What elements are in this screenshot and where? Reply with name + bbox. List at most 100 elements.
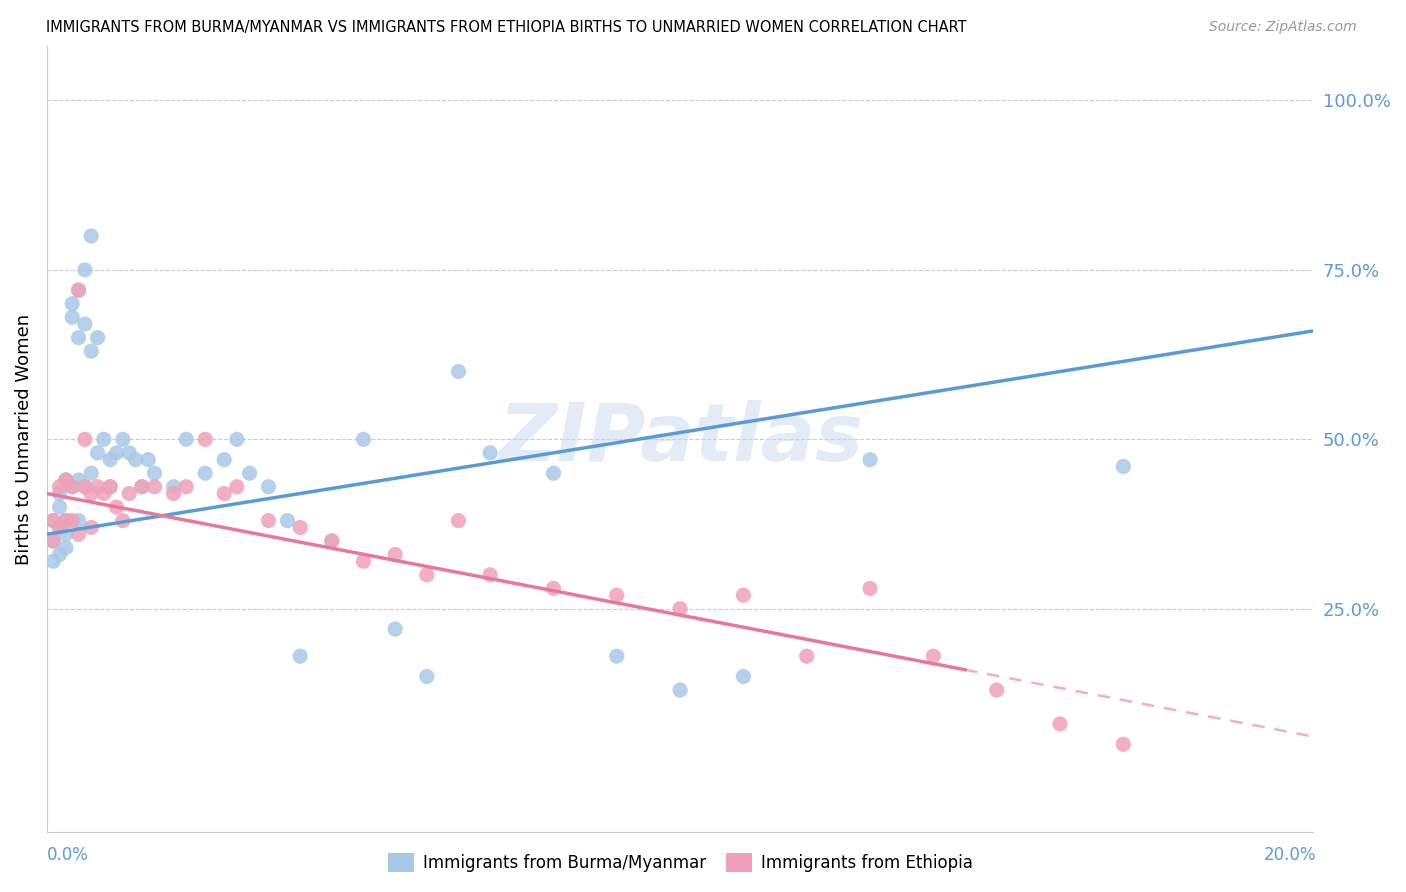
Point (48, 520, 70, 534)
Point (986, 683, 1008, 698)
Point (73, 433, 96, 447)
Point (55, 527, 77, 541)
Point (73, 263, 96, 277)
Point (174, 433, 197, 447)
Point (225, 433, 247, 447)
Point (55, 473, 77, 487)
Text: 20.0%: 20.0% (1264, 846, 1316, 863)
Point (225, 480, 247, 494)
Point (67, 331, 90, 345)
Point (606, 649, 628, 664)
Point (1112, 737, 1135, 751)
Point (105, 446, 128, 460)
Point (111, 514, 134, 528)
Point (416, 567, 439, 582)
Point (543, 466, 565, 480)
Point (86, 331, 108, 345)
Point (60, 310, 83, 325)
Point (67, 527, 90, 541)
Point (288, 520, 311, 534)
Point (98, 480, 121, 494)
Point (162, 486, 184, 500)
Point (111, 433, 134, 447)
Point (194, 433, 217, 447)
Text: Source: ZipAtlas.com: Source: ZipAtlas.com (1209, 20, 1357, 34)
Point (118, 486, 141, 500)
Point (447, 514, 470, 528)
Point (174, 480, 197, 494)
Point (55, 514, 77, 528)
Point (80, 466, 103, 480)
Point (796, 649, 818, 664)
Point (733, 669, 755, 683)
Point (384, 548, 406, 562)
Point (353, 433, 375, 447)
Point (42, 514, 65, 528)
Point (86, 446, 108, 460)
Point (80, 486, 103, 500)
Point (479, 567, 502, 582)
Point (131, 480, 153, 494)
Point (55, 473, 77, 487)
Point (416, 669, 439, 683)
Point (48, 548, 70, 562)
Point (143, 466, 166, 480)
Point (124, 452, 146, 467)
Legend: Immigrants from Burma/Myanmar, Immigrants from Ethiopia: Immigrants from Burma/Myanmar, Immigrant… (381, 847, 979, 880)
Point (60, 514, 83, 528)
Point (67, 283, 90, 297)
Text: ZIPatlas: ZIPatlas (498, 401, 863, 478)
Point (60, 480, 83, 494)
Point (1049, 717, 1071, 731)
Text: 0.0%: 0.0% (46, 846, 89, 863)
Point (276, 514, 298, 528)
Point (73, 480, 96, 494)
Point (447, 365, 470, 379)
Point (257, 514, 280, 528)
Point (143, 480, 166, 494)
Point (479, 446, 502, 460)
Point (55, 541, 77, 555)
Point (48, 486, 70, 500)
Point (922, 649, 945, 664)
Point (42, 533, 65, 548)
Point (321, 533, 343, 548)
Point (48, 500, 70, 514)
Point (42, 533, 65, 548)
Point (859, 582, 882, 596)
Point (60, 297, 83, 311)
Point (606, 588, 628, 602)
Point (93, 486, 115, 500)
Point (669, 601, 692, 615)
Point (80, 520, 103, 534)
Point (194, 466, 217, 480)
Point (162, 480, 184, 494)
Y-axis label: Births to Unmarried Women: Births to Unmarried Women (15, 314, 32, 565)
Text: IMMIGRANTS FROM BURMA/MYANMAR VS IMMIGRANTS FROM ETHIOPIA BIRTHS TO UNMARRIED WO: IMMIGRANTS FROM BURMA/MYANMAR VS IMMIGRA… (46, 20, 967, 35)
Point (321, 533, 343, 548)
Point (60, 480, 83, 494)
Point (257, 480, 280, 494)
Point (42, 514, 65, 528)
Point (131, 480, 153, 494)
Point (80, 344, 103, 359)
Point (86, 480, 108, 494)
Point (136, 452, 159, 467)
Point (859, 452, 882, 467)
Point (105, 500, 128, 514)
Point (93, 433, 115, 447)
Point (73, 317, 96, 331)
Point (288, 649, 311, 664)
Point (118, 446, 141, 460)
Point (353, 554, 375, 568)
Point (238, 466, 260, 480)
Point (212, 452, 235, 467)
Point (98, 452, 121, 467)
Point (67, 473, 90, 487)
Point (80, 229, 103, 244)
Point (384, 622, 406, 636)
Point (669, 683, 692, 698)
Point (543, 582, 565, 596)
Point (67, 283, 90, 297)
Point (67, 514, 90, 528)
